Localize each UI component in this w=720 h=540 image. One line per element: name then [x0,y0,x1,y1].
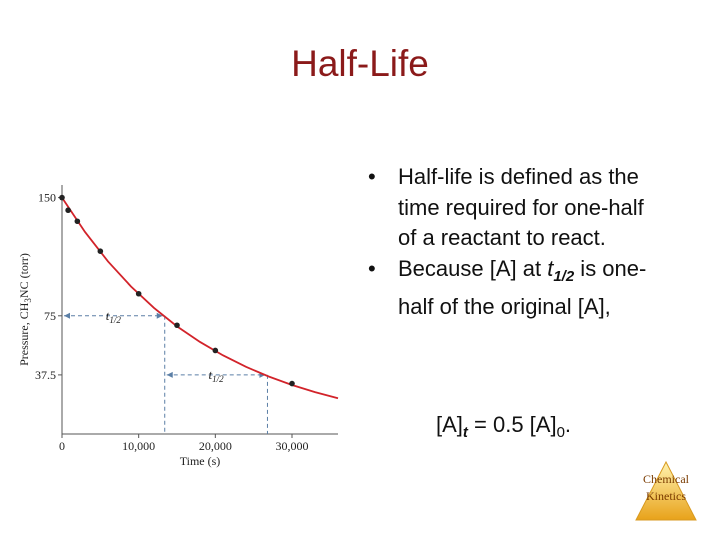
y-tick-label: 37.5 [35,368,56,382]
y-label-run: Pressure, CH [17,302,31,366]
half-life-sub: 1/2 [109,315,121,325]
data-point [97,248,104,254]
data-point [212,347,219,354]
data-point [65,207,71,214]
half-life-t: t [209,367,213,382]
slide-title: Half-Life [291,43,429,84]
bullet-list: Half-life is defined as the time require… [366,162,666,323]
logo-triangle [635,460,697,521]
data-point [135,290,142,297]
x-axis-label: Time (s) [180,454,221,468]
text-run: Because [A] at [398,255,548,281]
data-point [59,194,65,201]
text-run: is one-half of the original [A], [398,255,647,320]
decay-curve [61,197,339,400]
logo-text: Chemical [643,472,690,486]
half-life-sub: 1/2 [212,374,224,384]
y-label-run: 3 [23,298,33,303]
text-run: = 0.5 [A] [467,412,557,437]
x-tick-label: 30,000 [276,439,309,453]
logo-text: Kinetics [646,489,686,503]
data-point [174,322,180,329]
y-tick-label: 150 [38,191,56,205]
x-tick-label: 20,000 [199,439,232,453]
text-run: . [564,412,572,437]
text-run: 0 [556,424,565,441]
data-point [289,380,295,387]
x-tick-label: 0 [59,439,65,453]
data-point [74,218,81,225]
equation: [A]t = 0.5 [A]0. [436,412,571,441]
half-life-label: t1/2 [209,367,225,384]
text-run: [A] [436,412,463,437]
x-tick-label: 10,000 [122,439,155,453]
y-axis-label: Pressure, CH3NC (torr) [17,253,33,366]
text-run: t [462,424,468,441]
half-life-label: t1/2 [106,308,122,325]
text-run: 1/2 [553,267,575,285]
bullet: Half-life is defined as the time require… [366,162,666,254]
y-tick-label: 75 [44,309,56,323]
half-life-t: t [106,308,110,323]
text-run: Half-life is defined as the time require… [398,164,644,250]
bullet: Because [A] at t1/2 is one-half of the o… [366,254,666,323]
text-run: t [547,255,554,281]
y-label-run: NC (torr) [17,253,31,298]
